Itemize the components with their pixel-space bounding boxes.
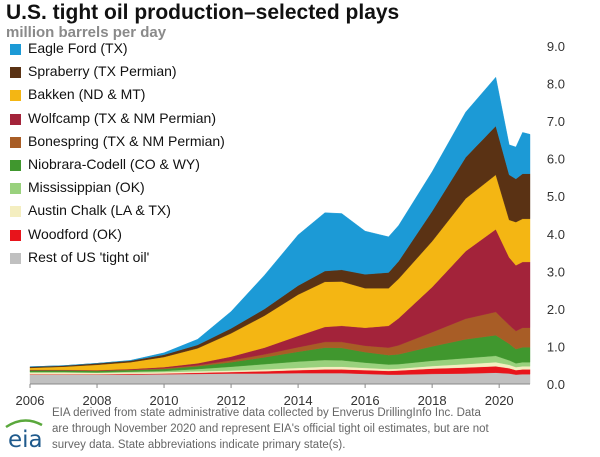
area-eagle-ford-tx [29, 76, 531, 367]
y-tick-label: 0.0 [547, 377, 565, 392]
legend-label: Austin Chalk (LA & TX) [28, 202, 171, 219]
legend-swatch [10, 44, 21, 55]
chart-title: U.S. tight oil production–selected plays [6, 1, 400, 24]
x-tick-label: 2020 [485, 393, 514, 408]
legend-swatch [10, 183, 21, 195]
y-tick-label: 8.0 [547, 77, 565, 92]
legend-swatch [10, 229, 21, 241]
x-tick-label: 2010 [150, 393, 179, 408]
footnote-line-2: are through November 2020 and represent … [52, 423, 489, 435]
legend-label: Niobrara-Codell (CO & WY) [28, 156, 200, 172]
legend-label: Rest of US 'tight oil' [28, 248, 150, 265]
legend-swatch [10, 160, 21, 171]
y-tick-label: 7.0 [547, 114, 565, 129]
legend-label: Woodford (OK) [28, 225, 122, 242]
legend-label: Spraberry (TX Permian) [28, 63, 177, 80]
legend-label: Bonespring (TX & NM Permian) [28, 132, 225, 149]
chart-subtitle: million barrels per day [6, 24, 167, 41]
legend-swatch [10, 136, 21, 148]
y-tick-label: 3.0 [547, 264, 565, 279]
legend-swatch [10, 252, 21, 264]
eia-logo-text: eia [8, 427, 43, 453]
footnote: EIA derived from state administrative da… [52, 405, 598, 453]
legend-swatch [10, 113, 21, 125]
footnote-line-1: EIA derived from state administrative da… [52, 407, 481, 419]
y-tick-label: 1.0 [547, 339, 565, 354]
eia-logo-swoosh-icon [5, 419, 43, 429]
footnote-line-3: survey data. State abbreviations indicat… [52, 439, 346, 451]
y-tick-label: 9.0 [547, 39, 565, 54]
legend-label: Wolfcamp (TX & NM Permian) [28, 109, 216, 126]
legend-swatch [10, 206, 21, 218]
x-tick-label: 2014 [284, 393, 313, 408]
y-tick-label: 5.0 [547, 189, 565, 204]
legend-swatch [10, 90, 21, 102]
legend-label: Mississippian (OK) [28, 179, 145, 196]
legend-swatch [10, 67, 21, 79]
y-tick-label: 4.0 [547, 227, 565, 242]
x-tick-label: 2012 [217, 393, 246, 408]
x-tick-label: 2008 [83, 393, 112, 408]
eia-logo: eia [2, 417, 46, 455]
legend-label: Eagle Ford (TX) [28, 40, 128, 56]
legend-label: Bakken (ND & MT) [28, 86, 146, 103]
y-tick-label: 2.0 [547, 302, 565, 317]
x-tick-label: 2016 [351, 393, 380, 408]
x-tick-label: 2006 [16, 393, 45, 408]
x-tick-label: 2018 [418, 393, 447, 408]
y-tick-label: 6.0 [547, 152, 565, 167]
